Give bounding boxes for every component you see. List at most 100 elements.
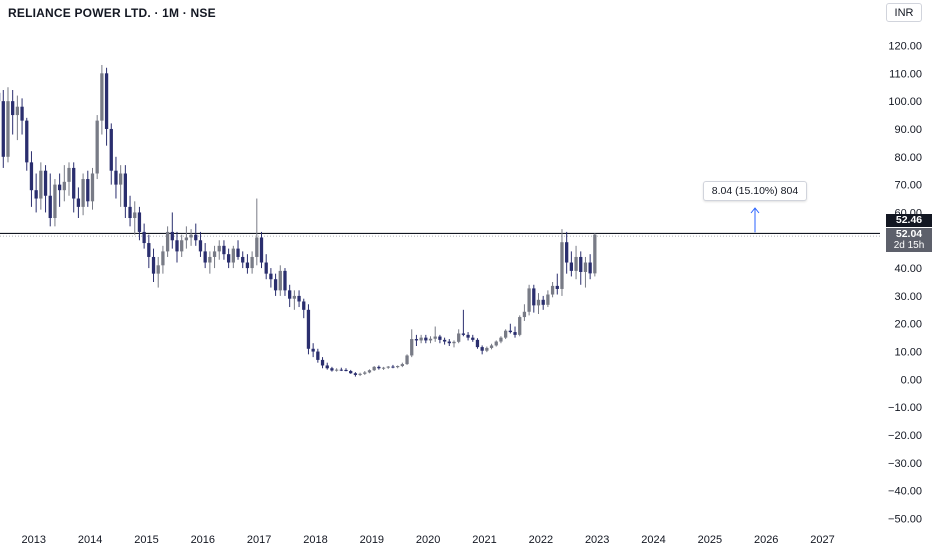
candle-body (414, 339, 419, 341)
candle (419, 334, 423, 344)
candle-body (367, 370, 372, 373)
candle (339, 367, 343, 372)
candle-body (34, 190, 38, 199)
candle (133, 201, 137, 235)
y-tick-label: 40.00 (894, 263, 922, 275)
candle-body (480, 347, 484, 351)
candle (461, 309, 466, 337)
candle-body (579, 256, 583, 272)
candle-body (194, 234, 198, 241)
candle-body (151, 256, 156, 274)
candle (161, 245, 165, 274)
candle-body (114, 170, 118, 185)
y-tick-label: 70.00 (894, 180, 922, 192)
candle (297, 290, 301, 308)
candle-body (532, 288, 536, 306)
candle-body (442, 339, 447, 342)
candle-body (424, 337, 428, 341)
x-tick-label: 2020 (416, 534, 440, 546)
candle (170, 212, 174, 249)
candle-body (396, 366, 400, 368)
candle (208, 251, 212, 274)
x-tick-label: 2021 (472, 534, 496, 546)
candle-body (236, 248, 240, 257)
candle-body (419, 337, 423, 341)
x-tick-label: 2026 (754, 534, 778, 546)
candle (513, 326, 517, 338)
y-tick-label: −10.00 (888, 402, 922, 414)
bar-countdown-tag: 2d 15h (886, 240, 932, 252)
currency-button[interactable]: INR (886, 3, 922, 22)
candle-body (128, 206, 132, 219)
candle (503, 329, 508, 340)
candle (377, 365, 381, 370)
candle (72, 162, 76, 213)
candle (15, 95, 20, 141)
candle-body (142, 231, 146, 244)
candle-body (410, 339, 414, 356)
y-tick-label: −30.00 (888, 458, 922, 470)
candle (522, 304, 527, 321)
candle-body (447, 341, 451, 344)
x-tick-label: 2015 (134, 534, 158, 546)
candle-body (147, 243, 151, 257)
candle-body (560, 242, 564, 289)
candle-body (316, 351, 320, 360)
x-tick-label: 2014 (78, 534, 102, 546)
candle (156, 256, 160, 288)
candle (302, 298, 306, 319)
candle-body (76, 198, 81, 207)
x-tick-label: 2018 (303, 534, 327, 546)
candle (57, 173, 62, 207)
candle-body (297, 295, 301, 302)
candle-body (475, 339, 480, 348)
candle-body (461, 333, 466, 335)
candle-body (405, 355, 409, 365)
candle (269, 268, 273, 288)
candle (424, 334, 428, 344)
candle (410, 329, 414, 358)
measure-arrow-layer (750, 207, 760, 233)
candle-body (119, 173, 123, 185)
candle-body (95, 120, 99, 174)
y-tick-label: 0.00 (901, 374, 922, 386)
candle-body (330, 368, 334, 371)
candle (1, 90, 5, 168)
candle-body (104, 73, 109, 129)
candle (250, 251, 254, 274)
x-tick-label: 2013 (22, 534, 46, 546)
candle (43, 165, 48, 213)
candle (560, 229, 564, 296)
candle (367, 369, 372, 374)
candle-body (29, 162, 34, 191)
candle (325, 362, 329, 370)
candle-body (565, 242, 569, 263)
candle-body (203, 251, 207, 263)
candle (494, 340, 498, 347)
candle (264, 254, 268, 280)
candle-body (344, 369, 348, 372)
candle-body (381, 367, 386, 369)
x-tick-label: 2027 (810, 534, 834, 546)
candle (363, 371, 367, 375)
candle-body (62, 181, 66, 191)
candle (532, 284, 536, 313)
candle-body (15, 106, 20, 116)
candle-body (400, 364, 404, 367)
candle-body (494, 341, 498, 346)
candle-body (541, 299, 545, 305)
candle-body (292, 295, 297, 299)
candle (212, 245, 217, 269)
candle (231, 245, 235, 269)
candle (320, 357, 325, 369)
candle-body (334, 369, 339, 371)
candle-body (593, 234, 597, 274)
candle (475, 338, 480, 349)
candle (405, 354, 409, 365)
candle (442, 337, 447, 345)
candle (292, 290, 297, 310)
candle (180, 234, 184, 257)
candle-body (217, 245, 221, 252)
candle-body (180, 240, 184, 252)
